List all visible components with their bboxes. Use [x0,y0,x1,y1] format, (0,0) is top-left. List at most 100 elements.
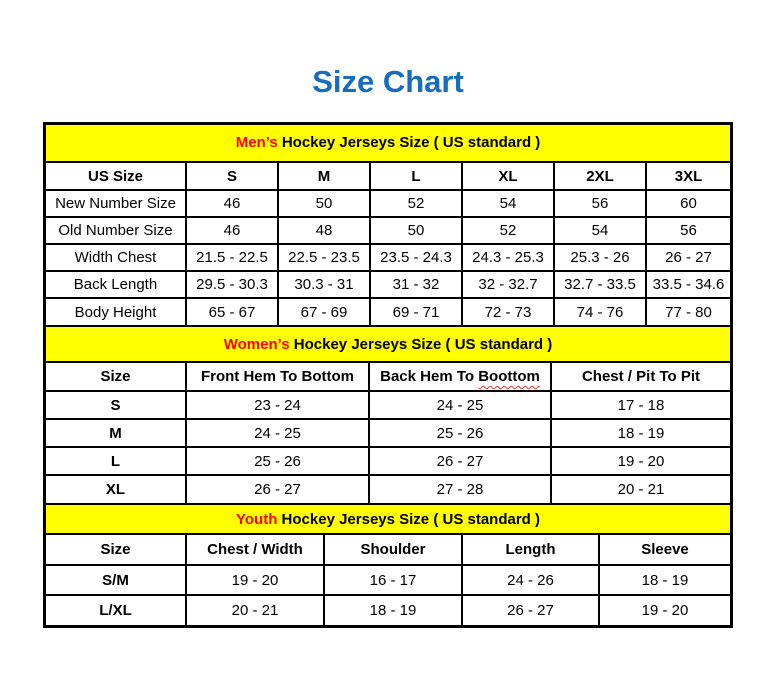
women-header-row: Size Front Hem To Bottom Back Hem To Boo… [46,363,730,392]
table-row: Width Chest 21.5 - 22.5 22.5 - 23.5 23.5… [46,243,730,272]
size-value-cell: 24 - 25 [368,390,552,420]
column-header: Length [461,535,600,566]
size-value-cell: 26 - 27 [185,474,370,503]
size-value-cell: 50 [277,189,371,218]
size-value-cell: 17 - 18 [550,390,730,420]
table-row: L/XL 20 - 21 18 - 19 26 - 27 19 - 20 [46,594,730,625]
size-value-cell: 54 [461,189,555,218]
size-value-cell: 22.5 - 23.5 [277,243,371,272]
misspelled-word: Boottom [478,368,540,385]
youth-size-table: Size Chest / Width Shoulder Length Sleev… [46,535,730,625]
column-header: 2XL [553,163,647,191]
size-value-cell: 20 - 21 [185,594,325,625]
size-value-cell: 31 - 32 [369,270,463,299]
column-header: XL [461,163,555,191]
row-label: L/XL [46,594,187,625]
size-value-cell: 23.5 - 24.3 [369,243,463,272]
men-band-text: Hockey Jerseys Size ( US standard ) [281,134,541,151]
size-value-cell: 32.7 - 33.5 [553,270,647,299]
column-header: Back Hem To Boottom [368,363,552,392]
size-value-cell: 25.3 - 26 [553,243,647,272]
size-value-cell: 60 [645,189,730,218]
size-value-cell: 25 - 26 [368,418,552,448]
size-value-cell: 46 [185,189,279,218]
size-value-cell: 24 - 25 [185,418,370,448]
row-label: S/M [46,564,187,596]
size-value-cell: 56 [645,216,730,245]
table-row: Body Height 65 - 67 67 - 69 69 - 71 72 -… [46,297,730,325]
size-value-cell: 56 [553,189,647,218]
size-value-cell: 46 [185,216,279,245]
size-chart: Men’s Hockey Jerseys Size ( US standard … [43,122,733,628]
column-header: 3XL [645,163,730,191]
size-value-cell: 77 - 80 [645,297,730,325]
column-header: S [185,163,279,191]
row-label: M [46,418,187,448]
youth-section-band: Youth Hockey Jerseys Size ( US standard … [46,503,730,535]
column-header: Chest / Pit To Pit [550,363,730,392]
column-header-text: Back Hem To [380,368,475,385]
row-label: S [46,390,187,420]
size-value-cell: 67 - 69 [277,297,371,325]
size-value-cell: 18 - 19 [323,594,463,625]
size-value-cell: 32 - 32.7 [461,270,555,299]
women-size-table: Size Front Hem To Bottom Back Hem To Boo… [46,363,730,503]
column-header: M [277,163,371,191]
size-value-cell: 21.5 - 22.5 [185,243,279,272]
size-value-cell: 19 - 20 [550,446,730,476]
column-header: US Size [46,163,187,191]
table-row: XL 26 - 27 27 - 28 20 - 21 [46,474,730,503]
size-value-cell: 23 - 24 [185,390,370,420]
row-label: XL [46,474,187,503]
row-label: Body Height [46,297,187,325]
table-row: L 25 - 26 26 - 27 19 - 20 [46,446,730,476]
size-value-cell: 30.3 - 31 [277,270,371,299]
column-header: Size [46,363,187,392]
row-label: New Number Size [46,189,187,218]
men-band-highlight: Men’s [235,134,278,151]
row-label: L [46,446,187,476]
size-value-cell: 18 - 19 [550,418,730,448]
size-value-cell: 26 - 27 [461,594,600,625]
size-value-cell: 19 - 20 [185,564,325,596]
size-value-cell: 29.5 - 30.3 [185,270,279,299]
table-row: Back Length 29.5 - 30.3 30.3 - 31 31 - 3… [46,270,730,299]
table-row: S/M 19 - 20 16 - 17 24 - 26 18 - 19 [46,564,730,596]
row-label: Old Number Size [46,216,187,245]
table-row: New Number Size 46 50 52 54 56 60 [46,189,730,218]
size-value-cell: 16 - 17 [323,564,463,596]
page-title: Size Chart [312,64,464,99]
row-label: Width Chest [46,243,187,272]
table-row: S 23 - 24 24 - 25 17 - 18 [46,390,730,420]
men-size-table: US Size S M L XL 2XL 3XL New Number Size… [46,163,730,325]
size-value-cell: 33.5 - 34.6 [645,270,730,299]
size-value-cell: 52 [369,189,463,218]
column-header: Sleeve [598,535,730,566]
size-value-cell: 24 - 26 [461,564,600,596]
column-header: Chest / Width [185,535,325,566]
size-value-cell: 27 - 28 [368,474,552,503]
size-value-cell: 26 - 27 [368,446,552,476]
column-header: Shoulder [323,535,463,566]
youth-band-highlight: Youth [236,511,278,528]
size-value-cell: 65 - 67 [185,297,279,325]
women-section-band: Women’s Hockey Jerseys Size ( US standar… [46,325,730,363]
size-value-cell: 52 [461,216,555,245]
size-value-cell: 24.3 - 25.3 [461,243,555,272]
size-value-cell: 74 - 76 [553,297,647,325]
column-header: Front Hem To Bottom [185,363,370,392]
column-header: L [369,163,463,191]
men-section-band: Men’s Hockey Jerseys Size ( US standard … [46,125,730,163]
men-header-row: US Size S M L XL 2XL 3XL [46,163,730,191]
table-row: M 24 - 25 25 - 26 18 - 19 [46,418,730,448]
row-label: Back Length [46,270,187,299]
size-value-cell: 50 [369,216,463,245]
size-value-cell: 48 [277,216,371,245]
size-value-cell: 26 - 27 [645,243,730,272]
size-value-cell: 54 [553,216,647,245]
youth-band-text: Hockey Jerseys Size ( US standard ) [281,511,540,528]
column-header: Size [46,535,187,566]
table-row: Old Number Size 46 48 50 52 54 56 [46,216,730,245]
size-value-cell: 72 - 73 [461,297,555,325]
size-value-cell: 18 - 19 [598,564,730,596]
